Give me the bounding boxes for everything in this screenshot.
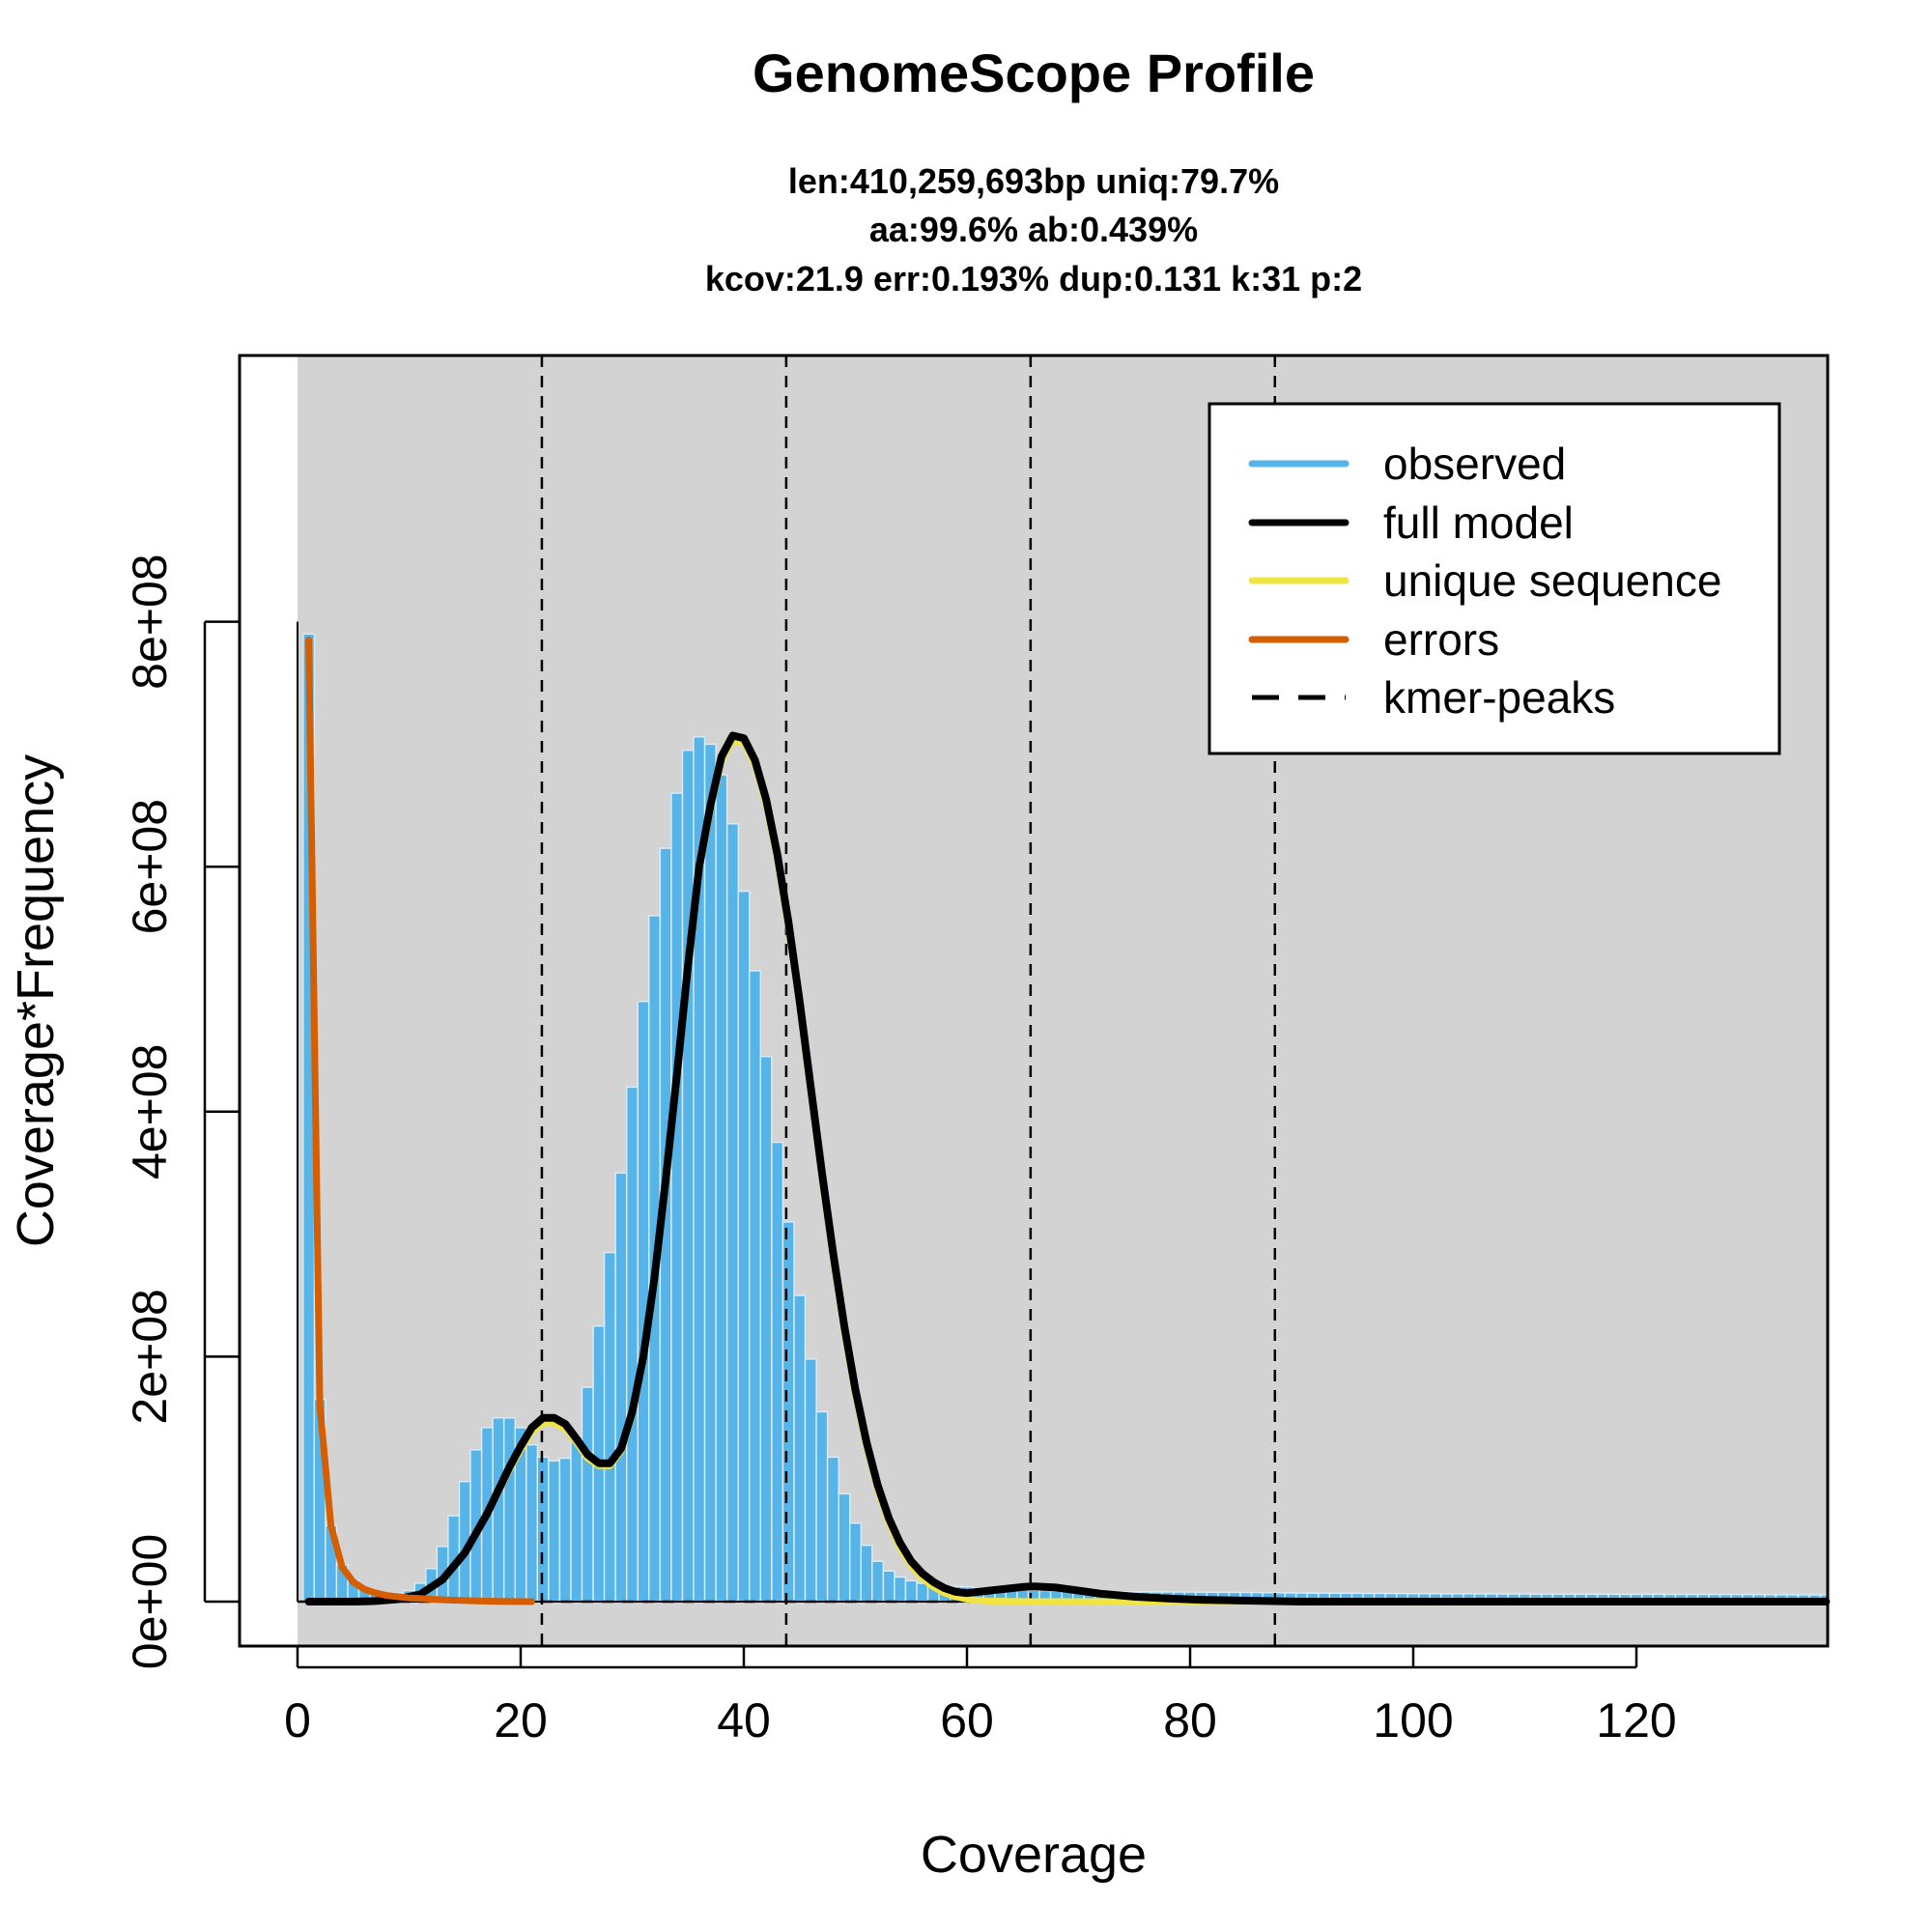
observed-bar	[726, 823, 740, 1603]
y-tick-label: 4e+08	[123, 1044, 177, 1179]
x-tick-label: 120	[1596, 1693, 1676, 1747]
observed-bar	[894, 1576, 907, 1603]
observed-bar	[781, 1221, 795, 1603]
observed-bar	[793, 1294, 807, 1603]
observed-bar	[614, 1172, 628, 1603]
chart-subtitle-line-2: aa:99.6% ab:0.439%	[869, 210, 1198, 249]
plot-frame	[238, 354, 1830, 1648]
y-tick-label: 8e+08	[123, 554, 177, 689]
observed-bar	[603, 1251, 616, 1603]
errors-line	[305, 637, 535, 1605]
model-lines	[304, 637, 1831, 1605]
legend: observed full model unique sequence erro…	[1208, 402, 1781, 755]
kmer-peak-lines	[298, 355, 1828, 1646]
x-axis-title: Coverage	[921, 1826, 1147, 1884]
observed-bar	[737, 890, 751, 1603]
chart-subtitle-line-3: kcov:21.9 err:0.193% dup:0.131 k:31 p:2	[705, 259, 1362, 298]
observed-bar	[804, 1358, 817, 1603]
legend-label-errors: errors	[1383, 614, 1499, 665]
observed-bar	[681, 750, 695, 1603]
observed-bar	[759, 1055, 773, 1603]
observed-bar	[703, 743, 717, 1603]
x-tick-label: 80	[1163, 1693, 1217, 1747]
observed-bar	[771, 1141, 784, 1603]
observed-bar	[526, 1443, 539, 1603]
x-tick-label: 20	[494, 1693, 548, 1747]
chart-title: GenomeScope Profile	[753, 43, 1315, 103]
observed-bar	[715, 774, 728, 1603]
observed-bar	[826, 1456, 839, 1603]
observed-bar	[670, 792, 684, 1603]
observed-bar	[904, 1579, 918, 1603]
observed-bar	[871, 1560, 884, 1603]
x-axis: 0 20 40 60 80 100 120	[284, 1646, 1677, 1747]
full-model-line	[304, 731, 1831, 1605]
legend-label-full-model: full model	[1383, 497, 1574, 548]
x-tick-label: 40	[717, 1693, 771, 1747]
observed-bar	[626, 1086, 639, 1603]
observed-bar	[503, 1417, 517, 1603]
observed-bar	[916, 1582, 929, 1603]
observed-bar	[570, 1435, 583, 1603]
observed-bar	[492, 1417, 505, 1603]
legend-label-kmer-peaks: kmer-peaks	[1383, 672, 1615, 723]
legend-label-unique-sequence: unique sequence	[1383, 555, 1721, 606]
x-tick-label: 60	[940, 1693, 994, 1747]
observed-bar	[581, 1386, 594, 1603]
y-tick-label: 6e+08	[123, 799, 177, 934]
observed-bar	[749, 970, 761, 1603]
observed-bar	[882, 1570, 895, 1603]
plot-left-margin	[240, 355, 298, 1646]
chart-subtitle-line-1: len:410,259,693bp uniq:79.7%	[788, 161, 1279, 201]
observed-bar	[548, 1460, 561, 1603]
x-tick-label: 0	[284, 1693, 311, 1747]
y-tick-label: 2e+08	[123, 1289, 177, 1424]
observed-bar	[815, 1410, 829, 1603]
x-tick-label: 100	[1373, 1693, 1453, 1747]
y-axis-title: Coverage*Frequency	[7, 754, 65, 1247]
legend-label-observed: observed	[1383, 439, 1566, 489]
observed-bar	[860, 1544, 873, 1603]
observed-bar	[558, 1457, 572, 1603]
observed-bar	[838, 1492, 851, 1603]
observed-bar	[849, 1522, 863, 1603]
y-tick-label: 0e+00	[123, 1534, 177, 1669]
y-axis: 0e+00 2e+08 4e+08 6e+08 8e+08	[123, 554, 240, 1669]
